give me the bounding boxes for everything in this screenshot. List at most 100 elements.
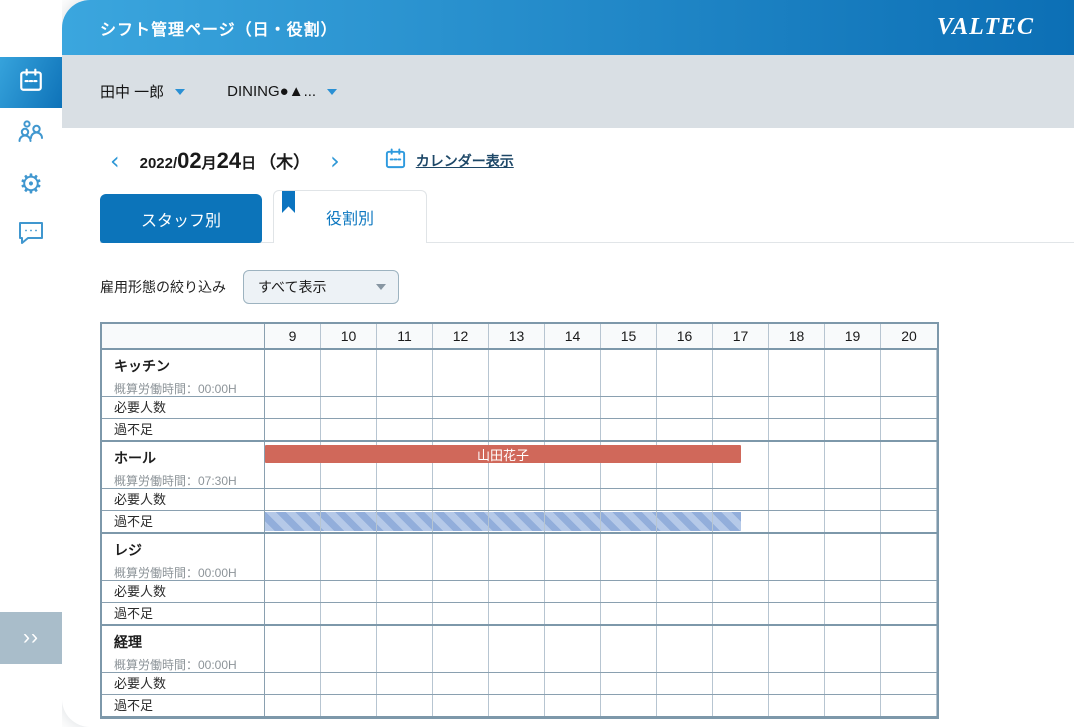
required-timeline[interactable] xyxy=(265,673,937,694)
sub-row: 必要人数 xyxy=(102,672,937,694)
shift-timeline[interactable] xyxy=(265,626,937,672)
sidebar-item-settings[interactable]: ⚙ xyxy=(0,159,62,210)
hour-header-20: 20 xyxy=(901,328,917,344)
sub-row: 過不足 xyxy=(102,602,937,624)
sidebar: ⚙ ›› xyxy=(0,0,62,727)
app-header: シフト管理ページ（日・役割） VALTEC xyxy=(62,0,1074,55)
tab-staff[interactable]: スタッフ別 xyxy=(100,194,262,243)
sidebar-item-shift-calendar[interactable] xyxy=(0,57,62,108)
shift-timeline[interactable]: 山田花子 xyxy=(265,442,937,488)
date-year: 2022/ xyxy=(139,155,178,172)
role-row: ホール 概算労働時間：07:30H 山田花子 xyxy=(102,442,937,488)
sub-row: 必要人数 xyxy=(102,396,937,418)
settings-gear-icon: ⚙ xyxy=(18,169,44,200)
required-timeline[interactable] xyxy=(265,397,937,418)
calendar-icon xyxy=(384,147,407,175)
shift-timeline[interactable] xyxy=(265,350,937,396)
date-month: 02 xyxy=(177,148,202,173)
hour-header-16: 16 xyxy=(657,324,713,348)
role-name: レジ xyxy=(114,542,142,558)
view-tabs: スタッフ別 役割別 xyxy=(100,190,1074,243)
role-row: 経理概算労働時間：00:00H xyxy=(102,626,937,672)
hours-header-corner xyxy=(102,324,265,348)
shortage-label: 過不足 xyxy=(102,603,265,624)
shortage-bar[interactable] xyxy=(265,512,741,531)
employment-filter-label: 雇用形態の絞り込み xyxy=(100,279,226,295)
current-date: 2022/02月24日 （木） xyxy=(140,148,311,174)
hours-header-row: 9 10 11 12 13 14 15 16 17 18 19 20 xyxy=(102,324,937,350)
role-row: キッチン 概算労働時間：00:00H xyxy=(102,350,937,396)
role-row: レジ概算労働時間：00:00H xyxy=(102,534,937,580)
shortage-timeline[interactable] xyxy=(265,603,937,624)
shortage-timeline[interactable] xyxy=(265,419,937,440)
sidebar-item-staff[interactable] xyxy=(0,108,62,159)
shortage-timeline[interactable] xyxy=(265,695,937,716)
sidebar-expand-button[interactable]: ›› xyxy=(0,612,62,664)
role-worktime: 概算労働時間：07:30H xyxy=(114,474,237,488)
role-group: ホール 概算労働時間：07:30H 山田花子 必要人数 過不足 xyxy=(102,440,937,532)
role-label: キッチン 概算労働時間：00:00H xyxy=(102,350,265,396)
main-panel: シフト管理ページ（日・役割） VALTEC 田中 一郎 DINING●▲... … xyxy=(62,0,1074,727)
calendar-view-link-label: カレンダー表示 xyxy=(415,153,514,169)
shift-timeline[interactable] xyxy=(265,534,937,580)
role-worktime: 概算労働時間：00:00H xyxy=(114,658,237,672)
user-select[interactable]: 田中 一郎 xyxy=(100,81,186,102)
required-timeline[interactable] xyxy=(265,581,937,602)
role-worktime: 概算労働時間：00:00H xyxy=(114,566,237,580)
chevron-down-icon xyxy=(175,88,186,95)
hour-header-11: 11 xyxy=(377,324,433,348)
required-staff-label: 必要人数 xyxy=(102,397,265,418)
role-name: キッチン xyxy=(114,358,170,374)
role-group: キッチン 概算労働時間：00:00H 必要人数 過不足 xyxy=(102,350,937,440)
sub-row: 過不足 xyxy=(102,510,937,532)
valtec-logo: VALTEC xyxy=(936,14,1034,40)
employment-filter: 雇用形態の絞り込み すべて表示 xyxy=(100,270,1074,304)
required-staff-label: 必要人数 xyxy=(102,673,265,694)
next-day-button[interactable]: › xyxy=(330,147,340,175)
store-select[interactable]: DINING●▲... xyxy=(227,83,338,100)
hour-header-19: 19 xyxy=(825,324,881,348)
role-name: 経理 xyxy=(114,634,142,650)
hour-header-17: 17 xyxy=(713,324,769,348)
required-staff-label: 必要人数 xyxy=(102,581,265,602)
shortage-timeline[interactable] xyxy=(265,511,937,532)
hour-header-9: 9 xyxy=(265,324,321,348)
hour-header-13: 13 xyxy=(489,324,545,348)
required-timeline[interactable] xyxy=(265,489,937,510)
shift-bar[interactable]: 山田花子 xyxy=(265,445,741,463)
hour-header-14: 14 xyxy=(545,324,601,348)
store-select-value: DINING●▲... xyxy=(227,83,317,100)
calendar-view-link[interactable]: カレンダー表示 xyxy=(384,147,514,175)
subheader-bar: 田中 一郎 DINING●▲... xyxy=(62,55,1074,128)
chat-icon xyxy=(18,221,44,250)
date-month-unit: 月 xyxy=(201,155,217,172)
sub-row: 過不足 xyxy=(102,694,937,716)
employment-filter-value: すべて表示 xyxy=(258,279,327,295)
role-label: 経理概算労働時間：00:00H xyxy=(102,626,265,672)
role-name: ホール xyxy=(114,450,156,466)
role-label: レジ概算労働時間：00:00H xyxy=(102,534,265,580)
required-staff-label: 必要人数 xyxy=(102,489,265,510)
employment-filter-select[interactable]: すべて表示 xyxy=(243,270,399,304)
hour-header-15: 15 xyxy=(601,324,657,348)
date-navigation: ‹ 2022/02月24日 （木） › カレンダー表示 xyxy=(100,140,1074,182)
hour-header-18: 18 xyxy=(769,324,825,348)
date-day-unit: 日 xyxy=(241,155,257,172)
chevron-down-icon xyxy=(327,88,338,95)
hour-header-12: 12 xyxy=(433,324,489,348)
schedule-body: キッチン 概算労働時間：00:00H 必要人数 過不足 ホール 概算労働時間：07:30H… xyxy=(102,350,937,716)
schedule-table: 9 10 11 12 13 14 15 16 17 18 19 20 キッチン 概算労働時間：00:00… xyxy=(100,322,939,719)
date-weekday: （木） xyxy=(259,153,311,172)
calendar-icon xyxy=(18,67,44,98)
role-label: ホール概算労働時間：07:30H xyxy=(102,442,265,488)
sub-row: 過不足 xyxy=(102,418,937,440)
user-select-value: 田中 一郎 xyxy=(100,84,165,101)
shortage-label: 過不足 xyxy=(102,419,265,440)
prev-day-button[interactable]: ‹ xyxy=(110,147,120,175)
sidebar-item-chat[interactable] xyxy=(0,210,62,261)
sub-row: 必要人数 xyxy=(102,488,937,510)
page-title: シフト管理ページ（日・役割） xyxy=(100,21,338,39)
tab-role[interactable]: 役割別 xyxy=(273,190,427,243)
shortage-label: 過不足 xyxy=(102,695,265,716)
role-group: レジ概算労働時間：00:00H 必要人数 過不足 xyxy=(102,532,937,624)
